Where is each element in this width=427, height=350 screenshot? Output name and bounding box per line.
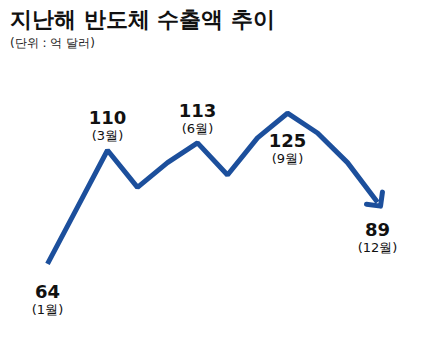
svg-text:64: 64 <box>35 281 60 302</box>
html-text:지난해 반도체 수출액 추이: 지난해 반도체 수출액 추이 <box>10 7 275 32</box>
svg-text:89: 89 <box>365 219 390 240</box>
svg-text:(1월): (1월) <box>32 302 63 317</box>
html-text:(단위 : 억 달러): (단위 : 억 달러) <box>10 36 95 50</box>
svg-text:(12월): (12월) <box>358 240 398 255</box>
svg-text:125: 125 <box>269 130 307 151</box>
svg-text:(6월): (6월) <box>182 121 213 136</box>
svg-text:(9월): (9월) <box>272 151 303 166</box>
svg-text:113: 113 <box>179 100 217 121</box>
svg-text:(3월): (3월) <box>92 128 123 143</box>
svg-text:110: 110 <box>89 107 127 128</box>
